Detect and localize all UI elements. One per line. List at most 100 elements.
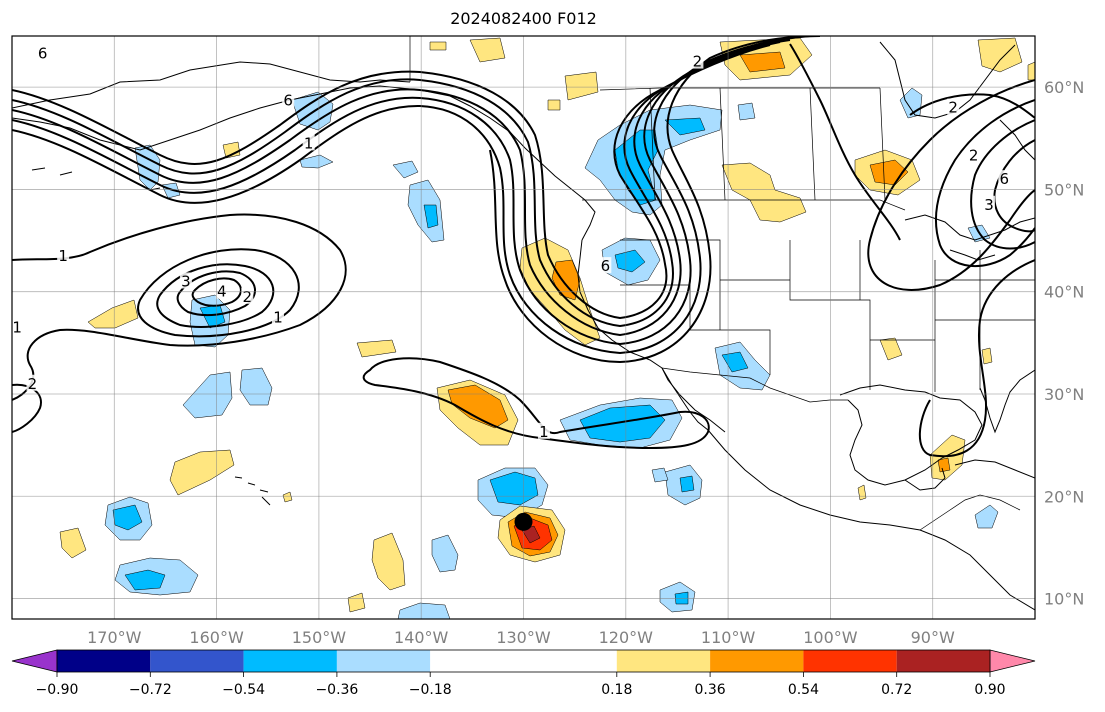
gridlines	[12, 36, 1035, 619]
colorbar-tick-label: −0.54	[222, 682, 265, 698]
contour-label: 2	[693, 53, 703, 71]
colorbar-bin	[243, 650, 337, 672]
shade-sky-region	[664, 117, 706, 136]
longitude-label: 140°W	[394, 628, 449, 647]
shade-yellow-region	[721, 162, 807, 223]
contour-label-bg	[537, 422, 550, 439]
colorbar-under-arrow	[11, 649, 58, 673]
border-us-mexico	[661, 367, 848, 403]
contour-label: 2	[948, 99, 958, 117]
contour-line	[12, 213, 347, 401]
colorbar-bin	[803, 650, 897, 672]
shade-blue-region	[974, 504, 999, 529]
contour-label: 6	[601, 257, 611, 275]
shade-yellow-region	[371, 532, 406, 591]
colorbar-bin	[57, 650, 151, 672]
colorbar-bin	[710, 650, 804, 672]
contour-line	[12, 41, 781, 328]
coastline-greatlakes-2	[949, 249, 996, 261]
shade-sky-region	[423, 204, 439, 229]
shade-blue-region	[397, 602, 451, 619]
shade-yellow-region	[429, 41, 447, 51]
shade-yellow-region	[977, 37, 1023, 73]
longitude-label: 120°W	[599, 628, 654, 647]
shade-yellow-region	[879, 337, 903, 361]
border-provinces-vertical	[649, 87, 886, 201]
colorbar-frame	[56, 649, 991, 673]
contour-label: 6	[283, 91, 293, 109]
shade-yellow-region	[87, 299, 139, 329]
border-us-canada	[582, 199, 906, 211]
contour-label-bg	[967, 146, 980, 163]
storm-center-marker	[514, 512, 533, 531]
shade-sky-region	[489, 471, 539, 506]
shade-yellow-region	[282, 491, 293, 503]
contour-label: 2	[969, 147, 979, 165]
colorbar-bin	[616, 650, 711, 672]
latitude-label: 40°N	[1044, 283, 1084, 302]
contour-label: 1	[273, 308, 283, 326]
shade-blue-region	[392, 160, 419, 179]
latitude-label: 20°N	[1044, 487, 1084, 506]
map-title: 2024082400 F012	[450, 9, 597, 28]
contour-label-bg	[215, 282, 228, 299]
colorbar-bin	[430, 650, 617, 672]
colorbar-tick-labels: −0.90 −0.72 −0.54 −0.36 −0.18 0.18 0.36 0.54 0.7…	[36, 672, 1006, 698]
coastline-greatlakes	[904, 214, 1035, 241]
shade-blue-region	[182, 371, 233, 419]
shade-yellow-region	[564, 71, 599, 101]
longitude-label: 150°W	[292, 628, 347, 647]
coastline-yucatan	[904, 467, 946, 491]
coastline-bc	[449, 95, 596, 241]
coastline-gulf-ca	[661, 367, 726, 433]
contour-label-bg	[36, 44, 49, 61]
shade-orange-region	[937, 457, 951, 473]
longitude-label: 160°W	[189, 628, 244, 647]
colorbar-tick-label: −0.72	[129, 682, 172, 698]
shade-yellow-region	[222, 141, 241, 159]
longitude-label: 100°W	[803, 628, 858, 647]
shade-blue-region	[431, 534, 459, 573]
contour-line	[918, 259, 1035, 458]
contour-label-bg	[271, 308, 284, 325]
contour-line	[12, 36, 811, 355]
contour-label: 3	[181, 272, 191, 290]
colorbar	[11, 649, 1036, 673]
contour-label: 6	[1000, 170, 1010, 188]
latitude-label: 30°N	[1044, 385, 1084, 404]
shade-yellow-region	[356, 339, 397, 358]
contour-label: 6	[38, 44, 48, 62]
colorbar-tick-label: 0.36	[695, 682, 726, 698]
latitude-label: 10°N	[1044, 590, 1084, 609]
contour-label: 1	[58, 247, 68, 265]
shade-sky-region	[674, 591, 689, 605]
contour-line	[12, 44, 771, 320]
contour-label-bg	[26, 374, 39, 391]
shade-yellow-region	[1027, 61, 1035, 81]
contour-label-bg	[691, 52, 704, 69]
coastline-hawaii	[234, 476, 271, 506]
contour-label: 1	[304, 134, 314, 152]
contour-label: 1	[539, 423, 549, 441]
contour-line	[993, 139, 1035, 233]
shade-orange-region	[739, 51, 786, 73]
contour-label-bg	[302, 134, 315, 151]
contour-line	[789, 43, 901, 241]
contour-line	[176, 270, 256, 317]
coastline-mexico	[707, 429, 1035, 611]
contour-line	[12, 39, 791, 337]
colorbar-tick-label: 0.18	[601, 682, 632, 698]
contour-line	[191, 277, 242, 307]
colorbar-tick-label: 0.72	[881, 682, 912, 698]
shade-yellow-region	[981, 347, 993, 365]
contour-lines	[12, 36, 1035, 458]
shade-blue-region	[239, 367, 273, 406]
shade-yellow-region	[59, 527, 87, 559]
contour-label-bg	[282, 91, 295, 108]
colorbar-tick-label: 0.54	[788, 682, 819, 698]
shade-sky-region	[721, 351, 749, 373]
contour-label: 1	[12, 319, 22, 337]
shade-yellow-region	[547, 99, 561, 111]
shade-blue-region	[299, 154, 334, 169]
